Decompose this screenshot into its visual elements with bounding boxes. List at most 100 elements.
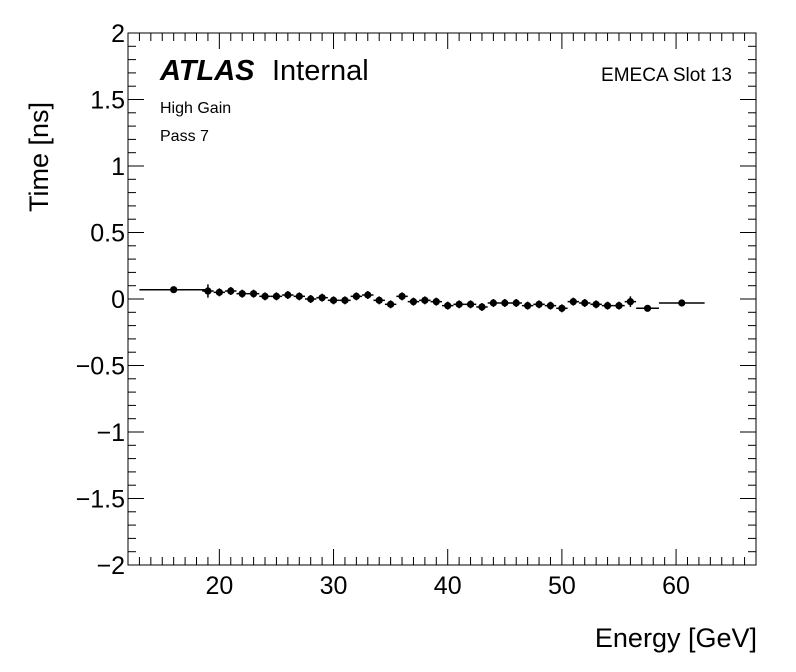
data-point [247,289,260,298]
data-marker [387,300,395,308]
data-marker [261,292,269,300]
y-tick-label: −0.5 [76,353,125,381]
data-point [636,304,659,312]
data-point [282,291,294,299]
data-point [327,296,340,305]
data-point [590,300,602,309]
data-marker [409,298,418,306]
axis-tick-labels: 20 30 40 50 60 2 1.5 1 0.5 0 −0.5 −1 −1.5 −2 [76,20,690,600]
data-point [567,297,580,306]
data-point [464,300,477,309]
data-point [373,296,385,305]
y-tick-label: 0.5 [90,220,125,248]
data-marker [615,302,623,310]
data-point [544,301,557,310]
x-tick-label: 60 [662,572,690,600]
y-tick-label: 1 [111,153,125,181]
y-axis-title: Time [ns] [24,102,54,212]
data-marker [569,298,577,306]
data-point [293,292,305,301]
data-marker [421,296,429,304]
data-point [304,295,317,303]
data-marker [432,298,440,306]
y-tick-label: −1 [96,419,125,447]
data-point [407,297,420,306]
data-marker [626,298,635,306]
data-marker [238,290,246,298]
data-marker [444,302,452,310]
data-point [658,299,705,307]
data-point [430,297,442,306]
data-point [613,301,625,310]
data-point [442,301,454,310]
data-point [556,304,568,313]
data-marker [512,299,520,307]
y-tick-label: 0 [111,286,125,314]
data-point [476,302,488,311]
internal-label: Internal [272,55,369,87]
data-point [362,291,374,299]
y-tick-label: −1.5 [76,486,125,514]
x-tick-label: 20 [205,572,233,600]
data-marker [398,292,406,300]
data-marker [215,288,223,296]
data-marker [295,292,303,300]
atlas-label: ATLAS [159,55,255,87]
data-point [487,299,500,307]
data-marker [170,286,178,294]
data-marker [466,300,475,308]
data-marker [524,302,532,310]
data-point [225,287,237,296]
data-marker [375,296,383,304]
data-marker [272,292,281,300]
data-marker [535,300,543,308]
x-axis-title: Energy [GeV] [595,623,757,653]
data-point [396,292,408,301]
data-point [350,292,363,301]
data-point [499,299,511,307]
data-marker [329,296,338,304]
axis-ticks [127,32,757,566]
data-points [139,284,705,313]
data-marker [204,287,212,295]
slot-label: EMECA Slot 13 [601,65,732,86]
data-point [139,286,208,294]
data-marker [250,290,258,298]
data-point [579,299,591,307]
data-point [259,292,271,301]
data-point [533,300,545,309]
data-marker [341,296,349,304]
data-marker [643,304,652,312]
data-point [453,300,465,309]
data-point [213,288,226,297]
data-point [236,289,248,298]
data-point [510,299,522,307]
data-marker [501,299,509,307]
pass-label: Pass 7 [160,128,209,145]
data-marker [318,294,326,302]
data-marker [581,299,589,307]
x-tick-label: 50 [548,572,576,600]
data-point [521,301,534,310]
data-marker [678,299,686,307]
data-marker [227,287,235,295]
data-marker [546,302,555,310]
data-point [384,300,397,309]
data-marker [364,291,372,299]
data-marker [478,303,486,311]
data-marker [455,300,463,308]
y-tick-label: −2 [96,552,125,580]
data-point [601,301,614,310]
gain-label: High Gain [160,100,231,117]
data-point [339,296,351,305]
x-tick-label: 30 [320,572,348,600]
data-marker [284,291,292,299]
data-marker [352,292,360,300]
data-marker [603,302,612,310]
data-marker [489,299,497,307]
data-marker [592,300,600,308]
x-tick-label: 40 [434,572,462,600]
data-point [202,284,214,298]
data-marker [307,295,315,303]
